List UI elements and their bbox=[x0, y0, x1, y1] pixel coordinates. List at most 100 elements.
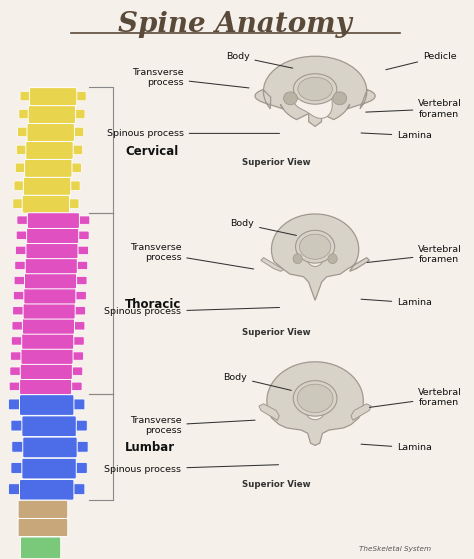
Text: Transverse
process: Transverse process bbox=[130, 416, 255, 435]
Polygon shape bbox=[255, 56, 375, 126]
FancyBboxPatch shape bbox=[19, 379, 72, 395]
Ellipse shape bbox=[296, 230, 335, 263]
FancyBboxPatch shape bbox=[23, 177, 71, 195]
FancyBboxPatch shape bbox=[27, 228, 79, 244]
Text: Spinous process: Spinous process bbox=[107, 129, 280, 138]
FancyBboxPatch shape bbox=[70, 163, 82, 173]
FancyBboxPatch shape bbox=[13, 199, 25, 209]
Text: Lamina: Lamina bbox=[361, 131, 432, 140]
Ellipse shape bbox=[298, 77, 332, 101]
Text: Spine Anatomy: Spine Anatomy bbox=[118, 11, 352, 37]
FancyBboxPatch shape bbox=[27, 213, 80, 229]
FancyBboxPatch shape bbox=[72, 337, 84, 345]
FancyBboxPatch shape bbox=[67, 199, 79, 209]
Text: Lamina: Lamina bbox=[361, 299, 432, 307]
FancyBboxPatch shape bbox=[19, 110, 30, 119]
FancyBboxPatch shape bbox=[17, 145, 28, 154]
FancyBboxPatch shape bbox=[71, 145, 82, 154]
FancyBboxPatch shape bbox=[74, 91, 86, 101]
FancyBboxPatch shape bbox=[72, 484, 85, 495]
Text: Superior View: Superior View bbox=[242, 158, 311, 167]
FancyBboxPatch shape bbox=[71, 352, 83, 360]
FancyBboxPatch shape bbox=[72, 399, 85, 410]
FancyBboxPatch shape bbox=[9, 382, 22, 390]
Ellipse shape bbox=[293, 74, 337, 104]
FancyBboxPatch shape bbox=[11, 337, 24, 345]
Text: Transverse
process: Transverse process bbox=[132, 68, 249, 88]
FancyBboxPatch shape bbox=[24, 288, 76, 304]
FancyBboxPatch shape bbox=[18, 518, 68, 537]
FancyBboxPatch shape bbox=[11, 463, 24, 473]
Text: Thoracic: Thoracic bbox=[125, 298, 182, 311]
Ellipse shape bbox=[297, 384, 333, 413]
FancyBboxPatch shape bbox=[73, 110, 85, 119]
FancyBboxPatch shape bbox=[26, 243, 78, 259]
FancyBboxPatch shape bbox=[74, 463, 87, 473]
FancyBboxPatch shape bbox=[25, 273, 77, 289]
FancyBboxPatch shape bbox=[11, 420, 24, 431]
FancyBboxPatch shape bbox=[20, 364, 73, 380]
Polygon shape bbox=[267, 362, 364, 446]
Text: Spinous process: Spinous process bbox=[104, 307, 280, 316]
Polygon shape bbox=[261, 258, 284, 271]
FancyBboxPatch shape bbox=[22, 416, 76, 437]
FancyBboxPatch shape bbox=[20, 91, 32, 101]
FancyBboxPatch shape bbox=[73, 307, 86, 315]
Text: Spinous process: Spinous process bbox=[104, 465, 279, 473]
Text: Body: Body bbox=[226, 52, 292, 68]
FancyBboxPatch shape bbox=[19, 395, 74, 415]
FancyBboxPatch shape bbox=[9, 399, 22, 410]
FancyBboxPatch shape bbox=[12, 442, 25, 452]
FancyBboxPatch shape bbox=[23, 437, 77, 458]
FancyBboxPatch shape bbox=[10, 352, 23, 360]
Text: Vertebral
foramen: Vertebral foramen bbox=[367, 245, 462, 264]
Text: Pedicle: Pedicle bbox=[386, 52, 456, 70]
Ellipse shape bbox=[293, 254, 302, 264]
Ellipse shape bbox=[283, 92, 297, 105]
Text: Superior View: Superior View bbox=[242, 480, 311, 489]
Ellipse shape bbox=[305, 399, 325, 420]
FancyBboxPatch shape bbox=[16, 246, 28, 254]
FancyBboxPatch shape bbox=[28, 106, 76, 124]
FancyBboxPatch shape bbox=[25, 258, 77, 274]
FancyBboxPatch shape bbox=[74, 420, 87, 431]
FancyBboxPatch shape bbox=[22, 458, 76, 479]
Text: TheSkeletal System: TheSkeletal System bbox=[359, 546, 431, 552]
FancyBboxPatch shape bbox=[74, 276, 87, 285]
Text: Transverse
process: Transverse process bbox=[130, 243, 254, 269]
FancyBboxPatch shape bbox=[15, 163, 27, 173]
FancyBboxPatch shape bbox=[73, 291, 86, 300]
FancyBboxPatch shape bbox=[18, 500, 68, 518]
FancyBboxPatch shape bbox=[68, 181, 80, 191]
FancyBboxPatch shape bbox=[19, 480, 74, 500]
FancyBboxPatch shape bbox=[12, 322, 25, 330]
Text: Vertebral
foramen: Vertebral foramen bbox=[366, 99, 462, 119]
FancyBboxPatch shape bbox=[76, 231, 89, 239]
FancyBboxPatch shape bbox=[22, 195, 70, 213]
FancyBboxPatch shape bbox=[72, 127, 84, 136]
FancyBboxPatch shape bbox=[77, 216, 90, 224]
Text: Lamina: Lamina bbox=[361, 443, 432, 452]
Polygon shape bbox=[292, 76, 332, 119]
Text: Body: Body bbox=[230, 219, 296, 235]
FancyBboxPatch shape bbox=[17, 216, 30, 224]
FancyBboxPatch shape bbox=[18, 127, 29, 136]
FancyBboxPatch shape bbox=[70, 367, 83, 375]
FancyBboxPatch shape bbox=[27, 124, 74, 141]
FancyBboxPatch shape bbox=[22, 334, 74, 349]
Ellipse shape bbox=[333, 92, 346, 105]
FancyBboxPatch shape bbox=[26, 141, 73, 159]
FancyBboxPatch shape bbox=[9, 484, 22, 495]
Ellipse shape bbox=[293, 381, 337, 416]
Ellipse shape bbox=[300, 234, 331, 259]
FancyBboxPatch shape bbox=[29, 88, 77, 106]
FancyBboxPatch shape bbox=[72, 322, 85, 330]
FancyBboxPatch shape bbox=[20, 537, 61, 558]
Text: Lumbar: Lumbar bbox=[125, 442, 175, 454]
Text: Superior View: Superior View bbox=[242, 328, 311, 337]
FancyBboxPatch shape bbox=[25, 159, 72, 177]
FancyBboxPatch shape bbox=[76, 246, 88, 254]
FancyBboxPatch shape bbox=[23, 304, 75, 319]
FancyBboxPatch shape bbox=[13, 307, 26, 315]
FancyBboxPatch shape bbox=[10, 367, 23, 375]
